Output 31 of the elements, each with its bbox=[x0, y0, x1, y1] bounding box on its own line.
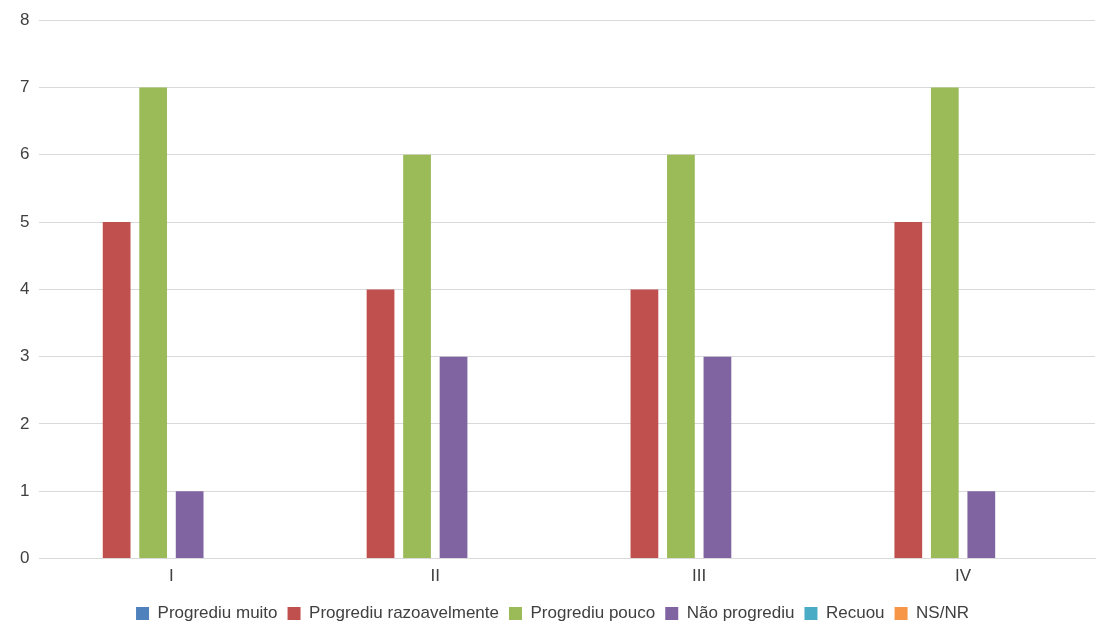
bar bbox=[139, 87, 168, 559]
y-tick-label: 1 bbox=[19, 480, 30, 500]
y-tick-label: 3 bbox=[19, 346, 30, 366]
x-tick-label: IV bbox=[955, 566, 972, 586]
legend-label: Progrediu muito bbox=[157, 603, 278, 623]
legend-label: Progrediu pouco bbox=[530, 603, 656, 623]
x-tick-label: III bbox=[692, 566, 707, 586]
bar bbox=[967, 491, 996, 559]
y-tick-label: 8 bbox=[19, 9, 30, 29]
x-tick-label: I bbox=[169, 566, 174, 586]
bar bbox=[894, 222, 923, 559]
legend-label: Recuou bbox=[825, 603, 885, 623]
y-tick-label: 7 bbox=[19, 77, 30, 97]
bar bbox=[403, 154, 431, 559]
bar bbox=[667, 154, 695, 559]
bar bbox=[930, 87, 959, 559]
x-tick-label: II bbox=[430, 566, 441, 586]
bar bbox=[439, 356, 468, 559]
y-tick-label: 2 bbox=[19, 413, 30, 433]
y-tick-label: 4 bbox=[19, 279, 30, 299]
bar bbox=[703, 356, 732, 559]
bar bbox=[102, 222, 131, 559]
legend-label: NS/NR bbox=[916, 603, 969, 623]
bar bbox=[175, 491, 204, 559]
legend-label: Não progrediu bbox=[686, 603, 795, 623]
y-tick-label: 5 bbox=[19, 211, 30, 231]
bar bbox=[366, 289, 395, 559]
legend-label: Progrediu razoavelmente bbox=[309, 603, 499, 623]
y-tick-label: 0 bbox=[19, 548, 30, 568]
y-tick-label: 6 bbox=[19, 144, 30, 164]
bar bbox=[630, 289, 659, 559]
